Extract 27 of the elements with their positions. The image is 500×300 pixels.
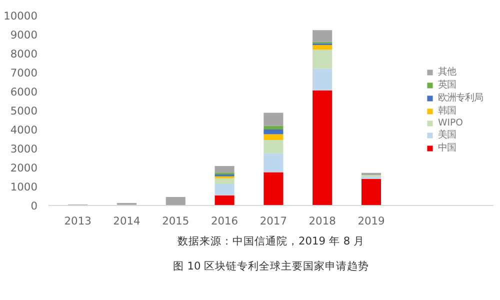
legend-label: 英国 — [438, 78, 457, 92]
source-note: 数据来源：中国信通院，2019 年 8 月 — [177, 234, 365, 248]
x-tick-label: 2015 — [162, 214, 190, 228]
caption: 图 10 区块链专利全球主要国家申请趋势 — [172, 260, 370, 272]
legend-label: 其他 — [438, 66, 458, 78]
y-tick-label: 8000 — [10, 48, 38, 60]
y-tick-label: 3000 — [10, 142, 38, 156]
legend-label: 中国 — [438, 142, 457, 154]
legend-label: 欧洲专利局 — [438, 92, 483, 104]
y-tick-label: 2000 — [10, 162, 38, 174]
x-tick-label: 2017 — [260, 214, 288, 228]
y-tick-label: 4000 — [10, 124, 38, 136]
y-tick-label: 9000 — [10, 28, 38, 42]
x-tick-label: 2016 — [210, 214, 238, 228]
x-tick-label: 2013 — [64, 214, 92, 228]
y-tick-label: 10000 — [4, 10, 38, 22]
y-tick-label: 5000 — [10, 104, 38, 118]
y-tick-label: 1000 — [10, 180, 38, 194]
y-tick-label: 7000 — [10, 66, 38, 80]
y-tick-label: 0 — [30, 200, 38, 212]
x-tick-label: 2014 — [113, 214, 141, 228]
x-tick-label: 2018 — [308, 214, 336, 228]
legend-label: 韩国 — [438, 104, 457, 118]
legend-label: 美国 — [438, 128, 457, 142]
y-tick-label: 6000 — [10, 86, 38, 98]
legend-label: WIPO — [438, 118, 463, 128]
x-tick-label: 2019 — [358, 214, 386, 228]
